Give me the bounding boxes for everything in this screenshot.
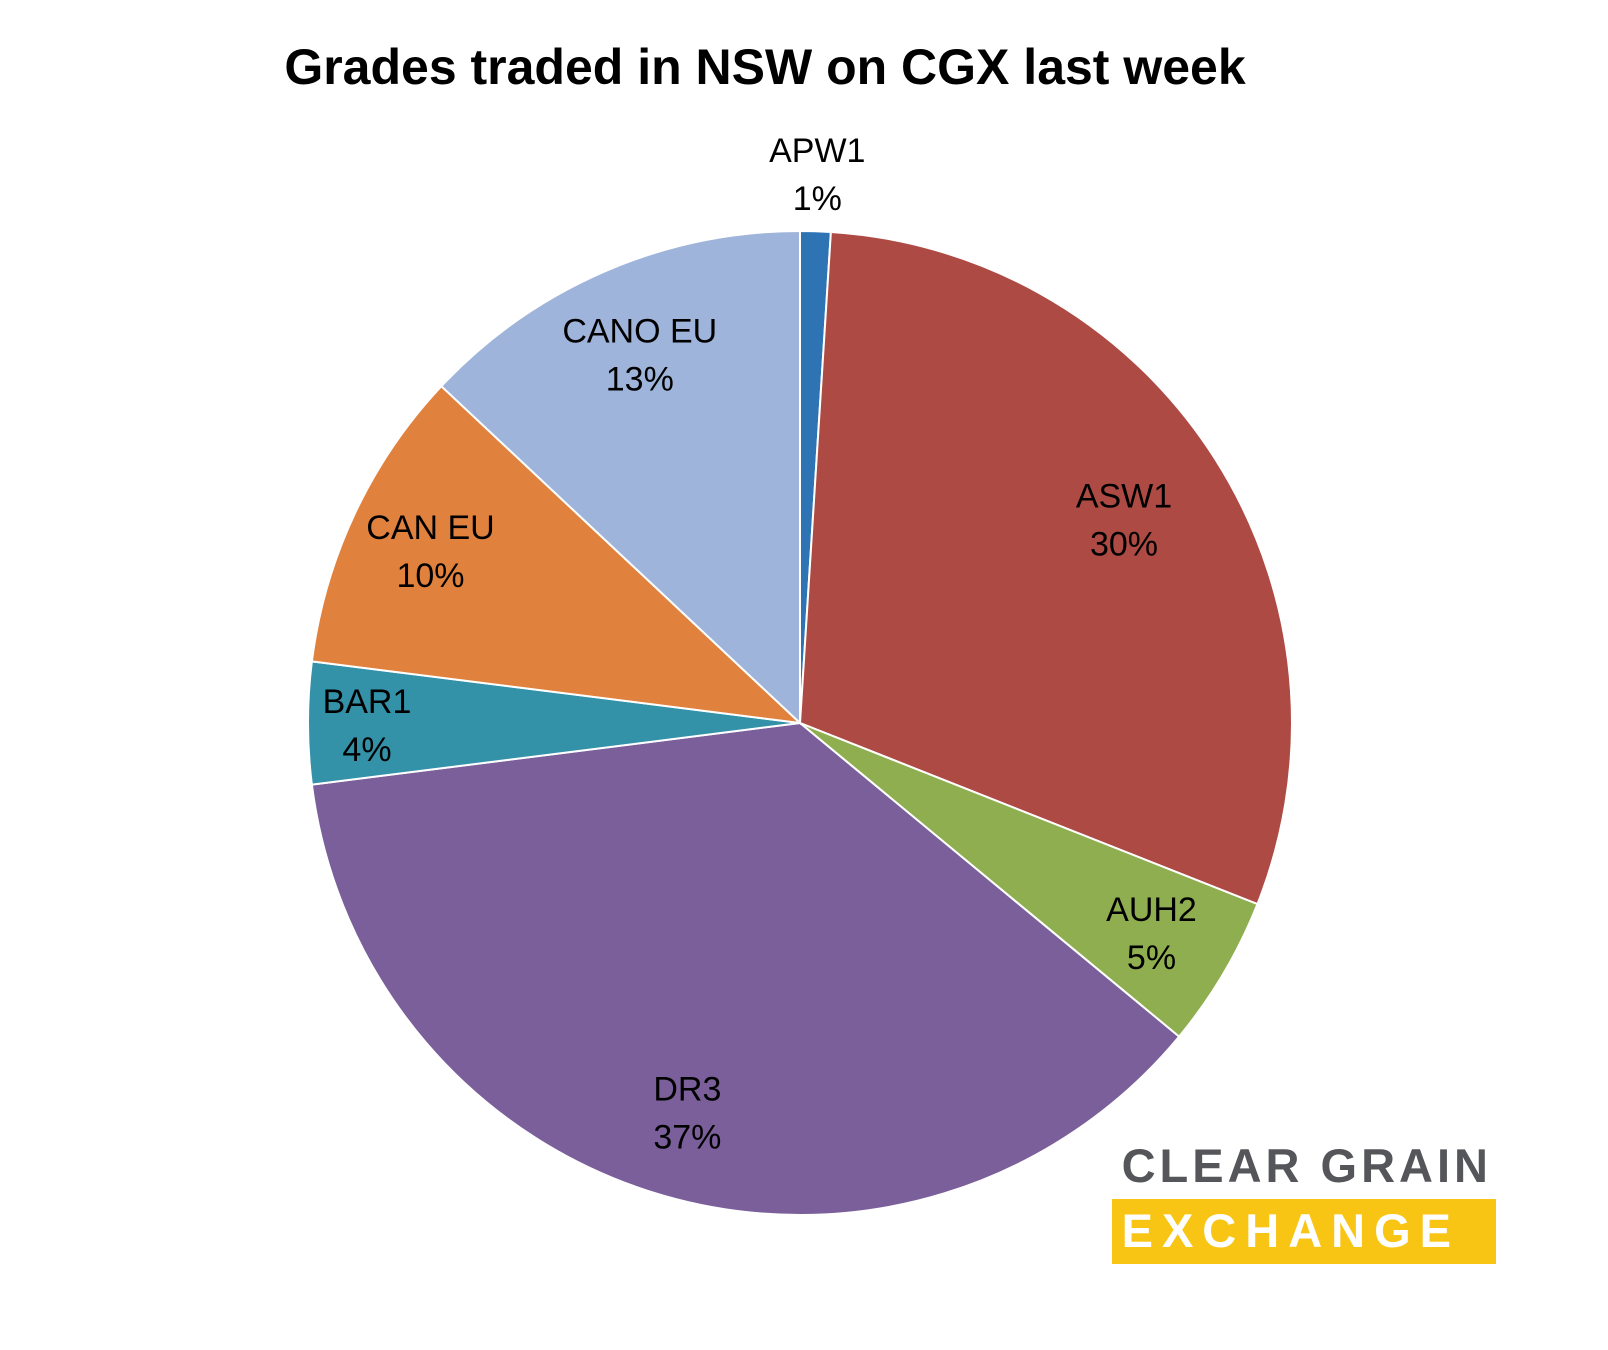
pie-slice-auh2 — [799, 722, 1259, 1039]
pie-slice-can-eu — [310, 384, 803, 725]
logo-text-exchange: EXCHANGE — [1111, 1199, 1496, 1264]
pie-label-apw1: APW1 1% — [769, 132, 865, 218]
pie-label-dr3: DR3 37% — [653, 1070, 721, 1156]
pie-slice-dr3 — [310, 721, 1181, 1216]
pie-label-bar1: BAR1 4% — [323, 683, 412, 769]
pie-label-asw1: ASW1 30% — [1076, 477, 1172, 563]
pie-label-can-eu: CAN EU 10% — [366, 509, 494, 595]
chart-title: Grades traded in NSW on CGX last week — [284, 39, 1246, 95]
pie-slice-cano-eu — [439, 229, 801, 726]
pie-slice-asw1 — [798, 230, 1293, 906]
pie-label-auh2: AUH2 5% — [1106, 891, 1197, 977]
logo-text-clear-grain: CLEAR GRAIN — [1121, 1139, 1492, 1192]
cgx-logo: CLEAR GRAIN EXCHANGE — [1111, 1138, 1496, 1264]
pie-label-cano-eu: CANO EU 13% — [562, 313, 717, 399]
